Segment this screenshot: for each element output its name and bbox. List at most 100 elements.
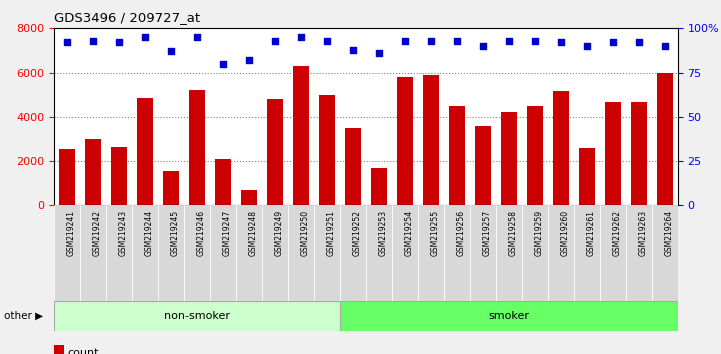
Point	[607, 40, 619, 45]
Text: GSM219264: GSM219264	[665, 210, 673, 256]
Point	[139, 34, 151, 40]
FancyBboxPatch shape	[314, 205, 340, 301]
Text: GSM219255: GSM219255	[431, 210, 440, 256]
Bar	[475, 126, 490, 205]
Point	[347, 47, 358, 52]
FancyBboxPatch shape	[80, 205, 106, 301]
FancyBboxPatch shape	[54, 205, 80, 301]
FancyBboxPatch shape	[158, 205, 184, 301]
Bar	[85, 139, 101, 205]
Bar	[345, 128, 360, 205]
Point	[165, 48, 177, 54]
Text: GSM219243: GSM219243	[119, 210, 128, 256]
Text: GSM219260: GSM219260	[561, 210, 570, 256]
Point	[633, 40, 645, 45]
FancyBboxPatch shape	[262, 205, 288, 301]
Text: other ▶: other ▶	[4, 311, 43, 321]
Bar	[501, 113, 517, 205]
Point	[217, 61, 229, 67]
FancyBboxPatch shape	[236, 205, 262, 301]
FancyBboxPatch shape	[340, 301, 678, 331]
FancyBboxPatch shape	[392, 205, 418, 301]
FancyBboxPatch shape	[548, 205, 574, 301]
FancyBboxPatch shape	[340, 205, 366, 301]
Point	[243, 57, 255, 63]
Text: GSM219242: GSM219242	[93, 210, 102, 256]
Text: GSM219245: GSM219245	[171, 210, 180, 256]
Bar	[579, 148, 595, 205]
FancyBboxPatch shape	[132, 205, 158, 301]
Text: non-smoker: non-smoker	[164, 311, 230, 321]
Point	[113, 40, 125, 45]
Bar	[137, 98, 153, 205]
FancyBboxPatch shape	[600, 205, 626, 301]
Point	[529, 38, 541, 44]
Text: GSM219248: GSM219248	[249, 210, 258, 256]
FancyBboxPatch shape	[574, 205, 600, 301]
Point	[321, 38, 332, 44]
FancyBboxPatch shape	[626, 205, 652, 301]
Point	[269, 38, 280, 44]
Bar	[163, 171, 179, 205]
Point	[477, 43, 489, 49]
Point	[659, 43, 671, 49]
Text: GSM219262: GSM219262	[613, 210, 622, 256]
Bar	[189, 90, 205, 205]
FancyBboxPatch shape	[54, 301, 340, 331]
FancyBboxPatch shape	[210, 205, 236, 301]
Bar	[319, 95, 335, 205]
Bar	[449, 106, 464, 205]
FancyBboxPatch shape	[418, 205, 444, 301]
Bar	[657, 73, 673, 205]
Bar	[423, 75, 438, 205]
Text: count: count	[68, 348, 99, 354]
Text: GSM219250: GSM219250	[301, 210, 310, 256]
Text: GSM219241: GSM219241	[67, 210, 76, 256]
Bar	[215, 159, 231, 205]
Point	[503, 38, 515, 44]
FancyBboxPatch shape	[496, 205, 522, 301]
Point	[581, 43, 593, 49]
Text: GSM219244: GSM219244	[145, 210, 154, 256]
Text: GSM219249: GSM219249	[275, 210, 284, 256]
Text: GSM219252: GSM219252	[353, 210, 362, 256]
Text: GSM219261: GSM219261	[587, 210, 596, 256]
FancyBboxPatch shape	[652, 205, 678, 301]
Point	[451, 38, 463, 44]
Text: GSM219257: GSM219257	[483, 210, 492, 256]
Text: GSM219251: GSM219251	[327, 210, 336, 256]
Point	[191, 34, 203, 40]
Point	[555, 40, 567, 45]
Text: GSM219246: GSM219246	[197, 210, 206, 256]
Point	[373, 50, 385, 56]
Text: GSM219253: GSM219253	[379, 210, 388, 256]
FancyBboxPatch shape	[106, 205, 132, 301]
Bar	[527, 106, 543, 205]
Point	[61, 40, 73, 45]
Text: GSM219263: GSM219263	[639, 210, 647, 256]
Point	[87, 38, 99, 44]
FancyBboxPatch shape	[288, 205, 314, 301]
Point	[399, 38, 411, 44]
Bar	[397, 77, 412, 205]
FancyBboxPatch shape	[522, 205, 548, 301]
Bar	[371, 168, 386, 205]
FancyBboxPatch shape	[444, 205, 470, 301]
Bar	[605, 102, 621, 205]
Text: GSM219259: GSM219259	[535, 210, 544, 256]
Bar	[553, 91, 569, 205]
FancyBboxPatch shape	[184, 205, 210, 301]
Text: GSM219256: GSM219256	[457, 210, 466, 256]
Text: GSM219258: GSM219258	[509, 210, 518, 256]
Bar	[59, 149, 75, 205]
FancyBboxPatch shape	[366, 205, 392, 301]
Bar	[111, 147, 127, 205]
FancyBboxPatch shape	[470, 205, 496, 301]
Text: smoker: smoker	[488, 311, 529, 321]
Bar	[293, 66, 309, 205]
Text: GSM219254: GSM219254	[405, 210, 414, 256]
Bar	[54, 345, 64, 354]
Bar	[267, 99, 283, 205]
Bar	[241, 190, 257, 205]
Point	[425, 38, 437, 44]
